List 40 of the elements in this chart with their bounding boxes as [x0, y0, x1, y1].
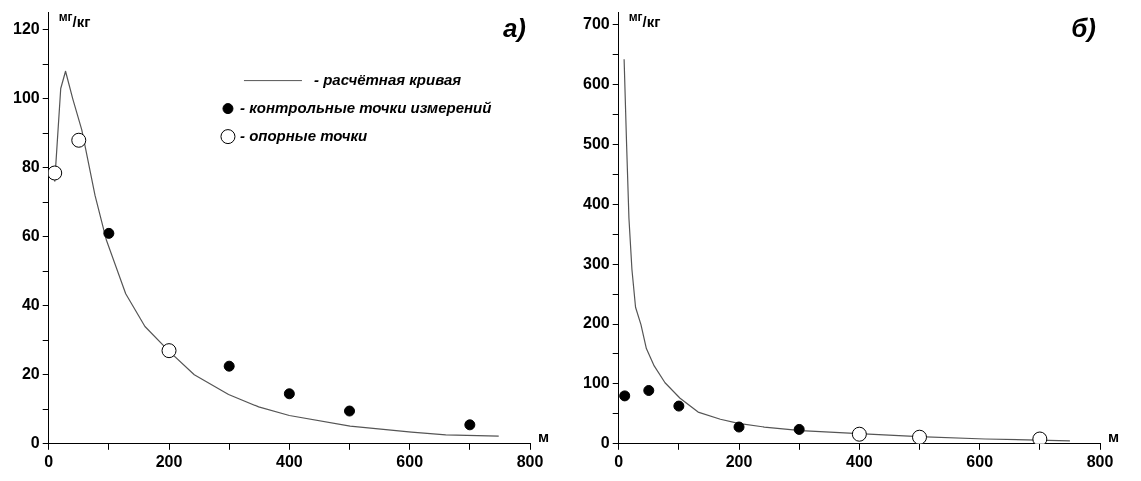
y-tick-label: 120 — [12, 20, 40, 38]
x-tick-label: 600 — [396, 452, 424, 470]
x-tick-label: 600 — [966, 452, 994, 470]
y-tick-label: 0 — [30, 434, 40, 452]
y-tick-label: 80 — [21, 158, 40, 176]
y-tick-label: 200 — [582, 314, 610, 332]
x-axis-title: м — [1108, 427, 1120, 445]
x-tick-label: 400 — [846, 452, 873, 470]
y-tick-label: 40 — [21, 296, 40, 314]
legend-label: - расчётная кривая — [313, 70, 462, 88]
y-tick-label: 500 — [582, 134, 610, 152]
point — [223, 360, 235, 372]
x-axis-title: м — [538, 427, 550, 445]
y-tick-label: 100 — [582, 374, 610, 392]
y-tick-label: 700 — [582, 14, 610, 32]
point — [283, 388, 295, 400]
y-tick-label: 20 — [21, 365, 40, 383]
y-tick-label: 100 — [12, 89, 40, 107]
y-tick-label: 0 — [600, 434, 610, 452]
legend-label: - контрольные точки измерений — [239, 98, 492, 116]
x-tick-label: 400 — [276, 452, 303, 470]
x-tick-label: 0 — [614, 452, 624, 470]
chart-title: б) — [1071, 12, 1096, 43]
y-tick-label: 600 — [582, 74, 610, 92]
legend-label: - опорные точки — [239, 126, 368, 144]
x-tick-label: 200 — [155, 452, 183, 470]
point — [344, 405, 356, 417]
y-tick-label: 60 — [21, 227, 40, 245]
point — [464, 419, 476, 431]
x-tick-label: 800 — [1086, 452, 1114, 470]
x-tick-label: 200 — [725, 452, 753, 470]
point — [71, 132, 87, 148]
chart-title: а) — [502, 12, 526, 43]
y-tick-label: 400 — [582, 194, 610, 212]
y-tick-label: 300 — [582, 254, 610, 272]
point — [161, 343, 177, 359]
point — [48, 165, 63, 181]
x-tick-label: 800 — [516, 452, 544, 470]
point — [103, 227, 115, 239]
x-tick-label: 0 — [44, 452, 54, 470]
